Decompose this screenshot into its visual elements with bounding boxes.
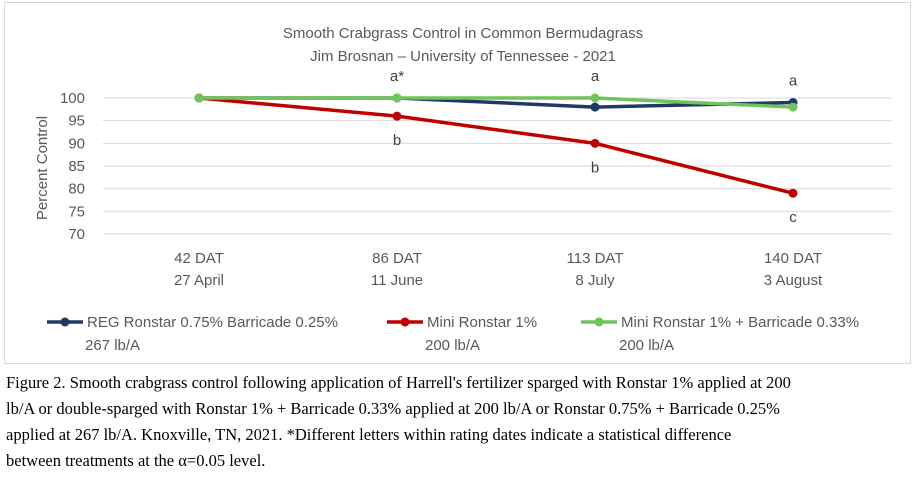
legend-sublabel: 200 lb/A [425, 337, 480, 354]
y-tick-label: 70 [68, 226, 85, 243]
data-point [590, 102, 600, 112]
data-point [392, 111, 402, 121]
y-axis-label: Percent Control [34, 116, 51, 220]
legend-label: Mini Ronstar 1% [427, 314, 537, 331]
series-lines [194, 93, 798, 198]
x-tick-label: 113 DAT [567, 250, 624, 267]
y-tick-label: 75 [68, 203, 85, 220]
caption-line: applied at 267 lb/A. Knoxville, TN, 2021… [6, 425, 732, 444]
y-tick-label: 100 [60, 90, 85, 107]
data-point [788, 102, 798, 112]
data-point [590, 93, 600, 103]
chart-title: Smooth Crabgrass Control in Common Bermu… [283, 25, 643, 42]
series-line-2 [197, 96, 795, 109]
caption-line: Figure 2. Smooth crabgrass control follo… [6, 373, 791, 392]
x-tick-sublabel: 8 July [575, 272, 615, 289]
y-tick-label: 80 [68, 181, 85, 198]
x-tick-label: 140 DAT [764, 250, 822, 267]
legend-label: REG Ronstar 0.75% Barricade 0.25% [87, 314, 338, 331]
legend-marker [400, 317, 410, 327]
x-tick-label: 42 DAT [174, 250, 224, 267]
gridlines [103, 97, 892, 235]
caption-line: lb/A or double-sparged with Ronstar 1% +… [6, 399, 780, 418]
chart-frame: Smooth Crabgrass Control in Common Bermu… [4, 2, 911, 364]
legend-sublabel: 200 lb/A [619, 337, 674, 354]
significance-letter: a [591, 68, 600, 85]
significance-letters: a* b a b a c [390, 68, 798, 226]
significance-letter: b [591, 159, 599, 176]
x-tick-sublabel: 27 April [174, 272, 224, 289]
legend: REG Ronstar 0.75% Barricade 0.25% 267 lb/… [47, 314, 859, 354]
significance-letter: c [789, 209, 797, 226]
x-tick-label: 86 DAT [372, 250, 422, 267]
legend-marker [60, 317, 70, 327]
significance-letter: a [789, 73, 798, 90]
data-point [590, 138, 600, 148]
y-tick-label: 95 [68, 113, 85, 130]
chart-subtitle: Jim Brosnan – University of Tennessee - … [310, 48, 616, 65]
caption-line: between treatments at the α=0.05 level. [6, 451, 266, 470]
significance-letter: b [393, 132, 401, 149]
legend-marker [594, 317, 604, 327]
x-tick-sublabel: 11 June [371, 272, 423, 289]
data-point [392, 93, 402, 103]
y-tick-label: 85 [68, 158, 85, 175]
y-tick-label: 90 [68, 135, 85, 152]
y-tick-labels: 70 75 80 85 90 95 100 [60, 90, 85, 243]
series-line-1 [197, 96, 795, 195]
x-tick-sublabel: 3 August [764, 272, 823, 289]
x-tick-labels: 42 DAT 27 April 86 DAT 11 June 113 DAT 8 July… [174, 250, 823, 289]
legend-sublabel: 267 lb/A [85, 337, 140, 354]
data-point [194, 93, 204, 103]
data-point [788, 188, 798, 198]
line-chart: Smooth Crabgrass Control in Common Bermu… [34, 25, 892, 354]
legend-label: Mini Ronstar 1% + Barricade 0.33% [621, 314, 859, 331]
figure-caption: Figure 2. Smooth crabgrass control follo… [6, 370, 906, 474]
significance-letter: a* [390, 68, 404, 85]
